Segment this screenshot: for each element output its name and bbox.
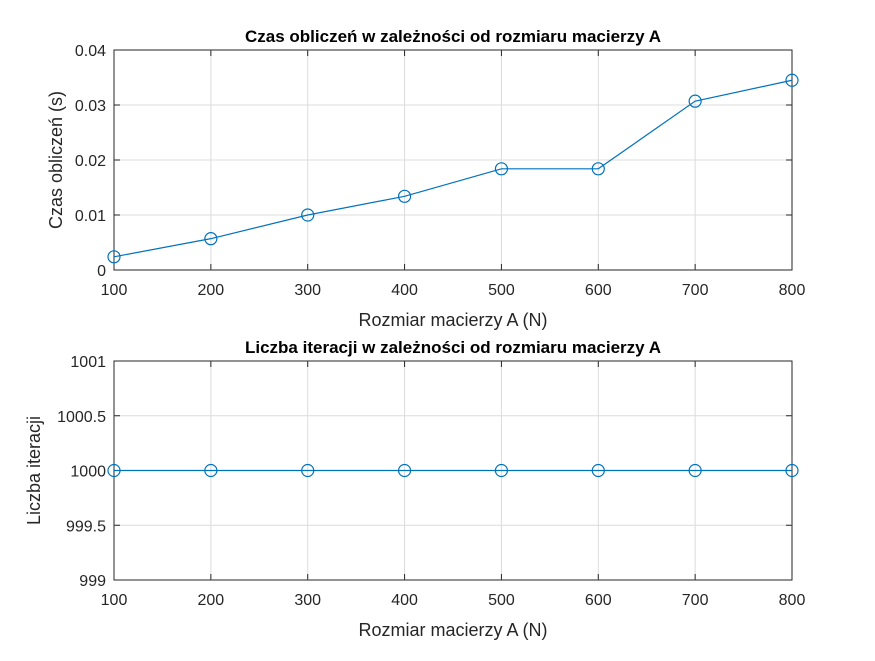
y-axis-label: Liczba iteracji — [24, 416, 44, 525]
x-tick-label: 400 — [391, 592, 418, 609]
data-point-marker — [591, 162, 605, 176]
x-tick-label: 600 — [585, 282, 612, 299]
x-axis-label: Rozmiar macierzy A (N) — [358, 620, 547, 640]
x-tick-label: 300 — [294, 282, 321, 299]
data-point-marker — [107, 463, 121, 478]
data-point-marker — [494, 162, 509, 176]
y-tick-label: 1000.5 — [57, 409, 106, 426]
y-tick-label: 0.04 — [75, 43, 106, 60]
y-tick-label: 0.03 — [75, 98, 106, 115]
data-point-marker — [301, 463, 315, 478]
y-axis-label: Czas obliczeń (s) — [46, 91, 66, 229]
data-point-marker — [785, 73, 799, 87]
tick-marks — [113, 360, 793, 581]
y-tick-label: 999 — [79, 573, 106, 590]
data-point-marker — [494, 463, 509, 478]
y-tick-label: 0 — [97, 263, 106, 280]
data-point-marker — [204, 232, 218, 246]
data-point-marker — [688, 94, 702, 108]
y-tick-label: 1001 — [70, 354, 106, 371]
data-point-marker — [688, 463, 702, 478]
data-series — [107, 463, 799, 478]
tick-marks — [113, 49, 793, 271]
x-tick-label: 200 — [198, 282, 225, 299]
data-series — [107, 73, 799, 264]
y-tick-label: 0.01 — [75, 208, 106, 225]
data-point-marker — [204, 463, 218, 478]
x-tick-label: 700 — [682, 282, 709, 299]
x-tick-label: 600 — [585, 592, 612, 609]
data-point-marker — [397, 463, 412, 478]
y-tick-label: 0.02 — [75, 153, 106, 170]
data-point-marker — [107, 250, 121, 264]
data-point-marker — [785, 463, 799, 478]
y-tick-label: 1000 — [70, 464, 106, 481]
x-tick-labels: 100 200 300 400 500 600 700 800 — [101, 592, 806, 609]
chart-title: Czas obliczeń w zależności od rozmiaru m… — [245, 27, 661, 46]
x-tick-label: 100 — [101, 282, 128, 299]
x-tick-label: 500 — [488, 592, 515, 609]
y-tick-labels: 999 999.5 1000 1000.5 1001 — [57, 354, 106, 590]
x-tick-label: 200 — [198, 592, 225, 609]
gridlines — [114, 50, 792, 270]
x-tick-label: 400 — [391, 282, 418, 299]
x-tick-label: 500 — [488, 282, 515, 299]
data-point-marker — [301, 208, 315, 222]
x-tick-labels: 100 200 300 400 500 600 700 800 — [101, 282, 806, 299]
data-point-marker — [591, 463, 605, 478]
x-tick-label: 100 — [101, 592, 128, 609]
x-axis-label: Rozmiar macierzy A (N) — [358, 310, 547, 330]
x-tick-label: 800 — [779, 282, 806, 299]
x-tick-label: 300 — [294, 592, 321, 609]
x-tick-label: 700 — [682, 592, 709, 609]
x-tick-label: 800 — [779, 592, 806, 609]
y-tick-labels: 0 0.01 0.02 0.03 0.04 — [75, 43, 106, 280]
subplot-iteration-count: 100 200 300 400 500 600 700 800 999 999.5 1000 100… — [24, 338, 805, 640]
subplot-computation-time: 100 200 300 400 500 600 700 800 0 0.01 0.02 0.03 0.… — [46, 27, 805, 330]
chart-title: Liczba iteracji w zależności od rozmiaru… — [245, 338, 661, 357]
series-line — [113, 79, 793, 258]
y-tick-label: 999.5 — [66, 518, 106, 535]
data-point-marker — [397, 189, 412, 203]
